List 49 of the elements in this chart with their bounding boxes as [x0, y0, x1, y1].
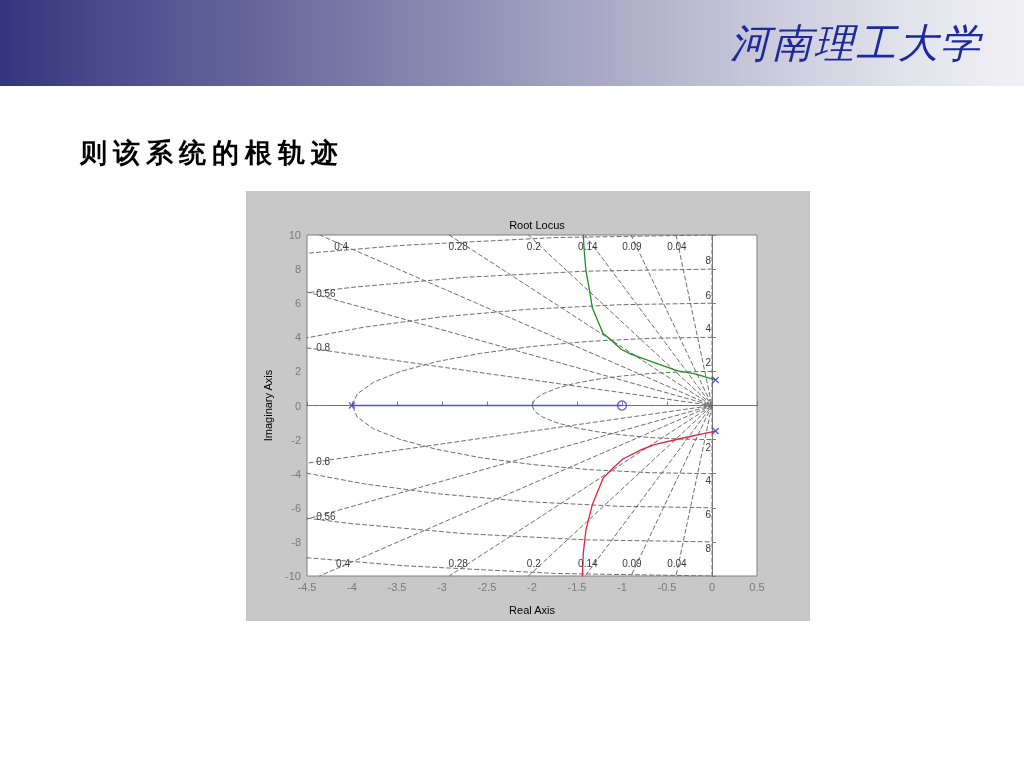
annotation: 0.09 [622, 558, 643, 570]
y-tick-label: 2 [294, 365, 301, 378]
annotation: 0.09 [622, 240, 643, 252]
x-tick-label: -0.5 [657, 580, 677, 593]
x-tick-label: 0.5 [749, 580, 765, 593]
y-tick-label: 4 [294, 331, 301, 344]
x-tick-label: -1 [617, 580, 627, 593]
annotation: 0.2 [526, 558, 542, 570]
y-tick-label: -6 [291, 501, 301, 514]
y-tick-label: 8 [294, 263, 301, 276]
y-tick-label: -8 [291, 535, 301, 548]
annotation: 4 [705, 323, 712, 335]
x-tick-label: -1.5 [567, 580, 587, 593]
x-tick-label: 0 [708, 580, 716, 593]
annotation: 0.04 [667, 558, 688, 570]
annotation: 0.28 [448, 558, 469, 570]
annotation: 0.8 [316, 456, 331, 468]
annotation: 8 [705, 543, 712, 555]
y-tick-label: 6 [294, 297, 301, 310]
annotation: 6 [705, 289, 712, 301]
x-tick-label: -4.5 [297, 580, 317, 593]
x-tick-label: -2 [527, 580, 537, 593]
x-tick-label: -2.5 [477, 580, 497, 593]
annotation: 0.4 [334, 240, 349, 252]
text: 则该系统的根轨迹 [80, 136, 344, 170]
x-tick-label: -3.5 [387, 580, 407, 593]
annotation: 2 [705, 442, 712, 454]
chart-title: Root Locus [509, 218, 566, 231]
annotation: 2 [705, 357, 712, 369]
annotation: 6 [705, 509, 712, 521]
annotation: 0.4 [336, 558, 351, 570]
annotation: 0.2 [526, 240, 542, 252]
x-tick-label: -4 [347, 580, 357, 593]
annotation: 8 [705, 254, 712, 266]
annotation: 0.8 [316, 342, 331, 354]
annotation: 4 [705, 475, 712, 487]
text: 河南理工大学 [730, 19, 982, 68]
y-tick-label: -10 [285, 570, 301, 582]
annotation: 0.56 [316, 511, 337, 523]
annotation: 0.04 [667, 240, 688, 252]
x-tick-label: -3 [437, 580, 447, 593]
annotation: 0.56 [316, 287, 337, 299]
y-tick-label: -2 [291, 433, 301, 446]
annotation: 0.28 [448, 240, 469, 252]
x-axis-title: Real Axis [509, 603, 556, 616]
y-tick-label: 10 [288, 229, 301, 241]
y-axis-title: Imaginary Axis [261, 369, 274, 442]
y-tick-label: 0 [294, 399, 301, 412]
y-tick-label: -4 [291, 467, 301, 480]
